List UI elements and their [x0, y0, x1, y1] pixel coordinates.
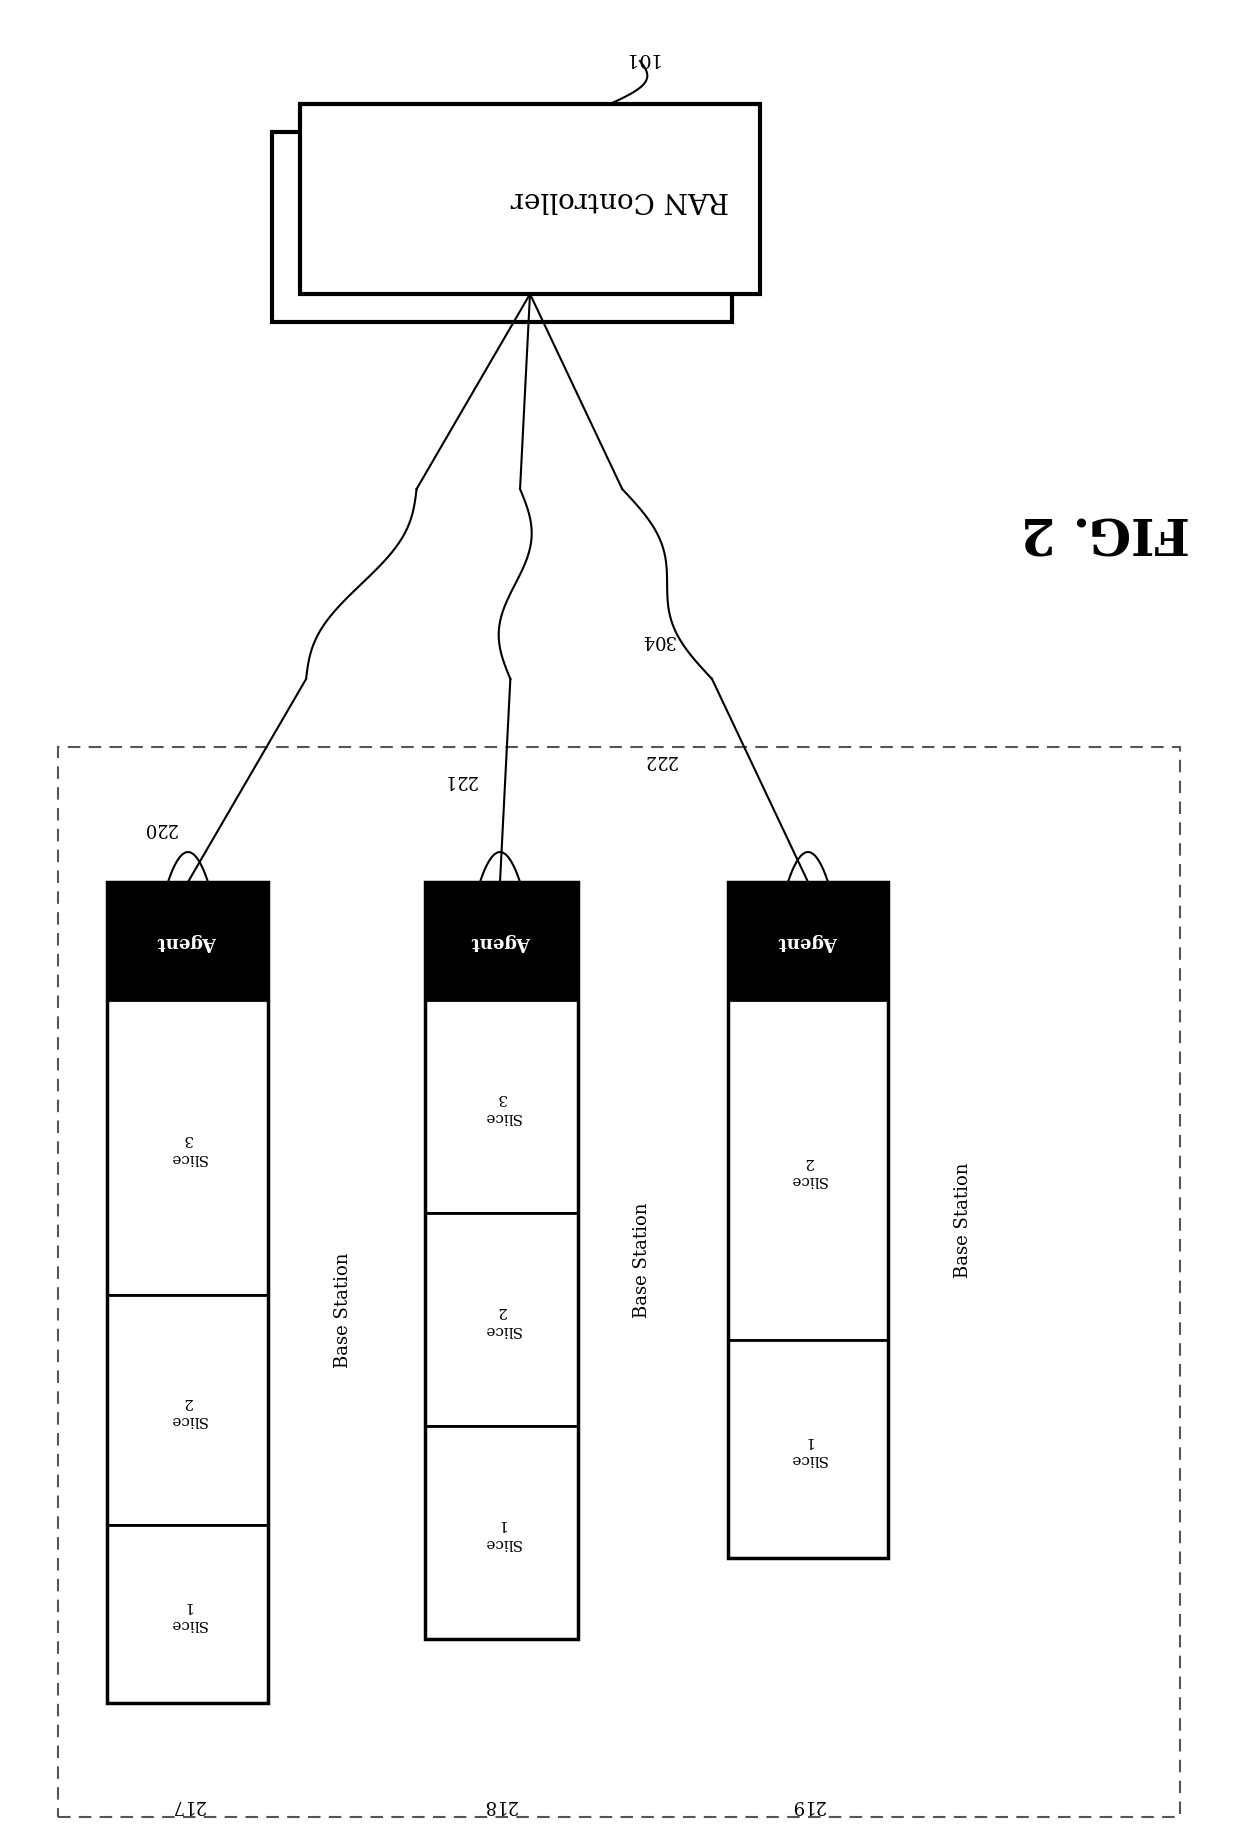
Text: Slice
2: Slice 2: [482, 1303, 521, 1336]
Bar: [425, 1427, 578, 1639]
Text: Slice
1: Slice 1: [789, 1432, 827, 1465]
Bar: [425, 1000, 578, 1214]
Text: Agent: Agent: [471, 933, 531, 950]
Text: Slice
1: Slice 1: [169, 1599, 206, 1630]
Text: Agent: Agent: [779, 933, 838, 950]
Bar: [58, 748, 1180, 1817]
Text: RAN Controller: RAN Controller: [511, 187, 729, 213]
Text: Base Station: Base Station: [632, 1201, 651, 1318]
Text: 218: 218: [482, 1794, 517, 1813]
Text: 221: 221: [443, 771, 477, 789]
Text: 304: 304: [640, 630, 675, 649]
Text: 222: 222: [642, 750, 677, 769]
Bar: [107, 1525, 268, 1704]
Text: 217: 217: [171, 1794, 205, 1813]
Bar: [425, 883, 578, 1000]
Text: FIG. 2: FIG. 2: [1021, 505, 1189, 554]
Text: Base Station: Base Station: [334, 1251, 352, 1368]
Bar: [107, 1000, 268, 1295]
Bar: [728, 1000, 888, 1340]
Text: Slice
2: Slice 2: [169, 1393, 206, 1427]
Text: 219: 219: [791, 1794, 825, 1813]
Text: Slice
3: Slice 3: [482, 1090, 521, 1124]
Text: Slice
3: Slice 3: [169, 1131, 206, 1164]
Text: Radio Access Network: Radio Access Network: [129, 1018, 148, 1242]
Bar: [728, 883, 888, 1000]
Bar: [300, 105, 760, 296]
Bar: [107, 883, 268, 1000]
Text: 101: 101: [621, 50, 658, 67]
Text: Agent: Agent: [157, 933, 217, 950]
Text: 220: 220: [143, 819, 177, 837]
Bar: [425, 883, 578, 1639]
Bar: [728, 1340, 888, 1558]
Bar: [272, 133, 732, 323]
Text: Base Station: Base Station: [954, 1162, 972, 1277]
Bar: [728, 883, 888, 1558]
Bar: [107, 1295, 268, 1525]
Text: Slice
2: Slice 2: [789, 1155, 827, 1186]
Bar: [425, 1214, 578, 1427]
Text: Slice
1: Slice 1: [482, 1517, 521, 1549]
Bar: [107, 883, 268, 1704]
